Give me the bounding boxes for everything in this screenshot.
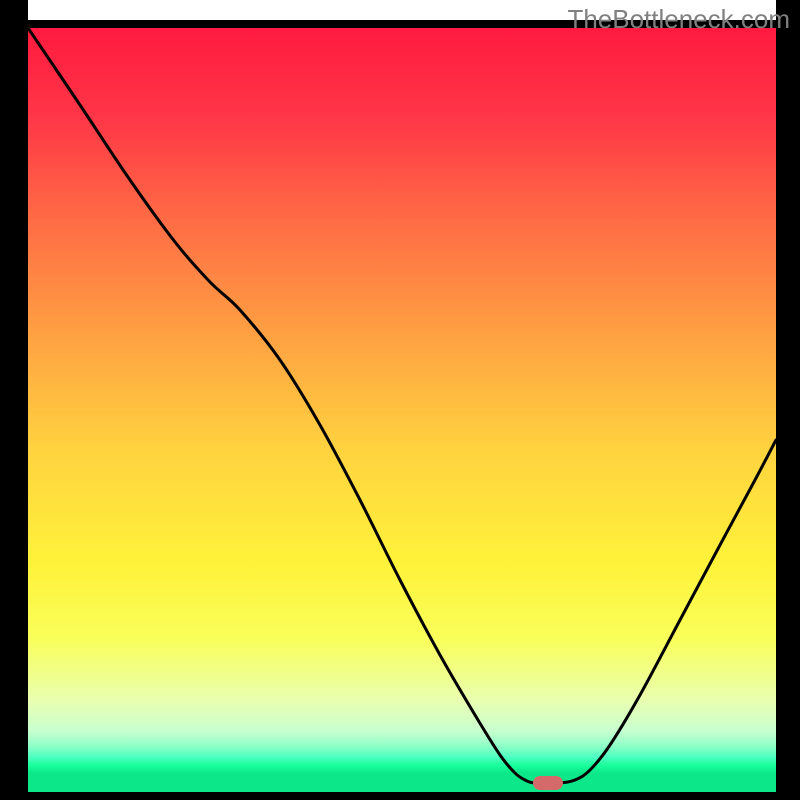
bottleneck-chart: TheBottleneck.com xyxy=(0,0,800,800)
plot-area xyxy=(28,28,776,792)
frame-bottom xyxy=(0,792,800,800)
frame-left xyxy=(0,0,28,800)
gradient-background xyxy=(28,28,776,792)
watermark-text: TheBottleneck.com xyxy=(567,4,790,35)
frame-right xyxy=(776,0,800,800)
chart-svg xyxy=(0,0,800,800)
optimal-marker xyxy=(533,776,563,790)
